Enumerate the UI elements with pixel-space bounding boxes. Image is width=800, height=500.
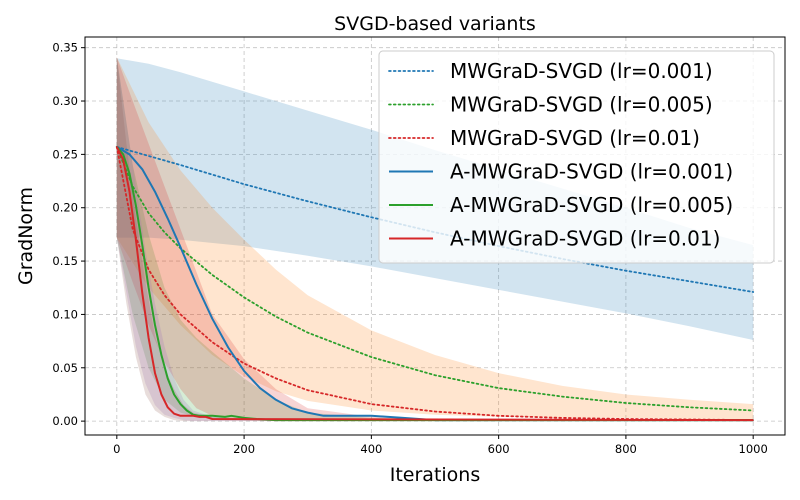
y-tick-label: 0.35 — [52, 41, 78, 55]
x-tick-label: 400 — [360, 442, 382, 456]
legend-label-1: MWGraD-SVGD (lr=0.005) — [450, 93, 713, 117]
series-line-2 — [115, 145, 755, 422]
y-tick-label: 0.25 — [52, 147, 78, 161]
y-tick-label: 0.20 — [52, 201, 78, 215]
y-axis-title: GradNorm — [15, 187, 37, 285]
series-line-3 — [116, 146, 754, 422]
x-tick-label: 600 — [488, 442, 510, 456]
band-red — [116, 57, 754, 422]
series-line-0 — [115, 145, 755, 293]
x-tick-label: 1000 — [739, 442, 768, 456]
legend-label-5: A-MWGraD-SVGD (lr=0.01) — [450, 227, 720, 251]
band-orange — [116, 57, 754, 420]
y-tick-label: 0.00 — [52, 414, 78, 428]
x-tick-label: 0 — [113, 442, 120, 456]
legend-label-4: A-MWGraD-SVGD (lr=0.005) — [450, 193, 733, 217]
legend: MWGraD-SVGD (lr=0.001) MWGraD-SVGD (lr=0.… — [378, 50, 775, 264]
x-tick-label: 200 — [233, 442, 255, 456]
x-tick-label: 800 — [615, 442, 637, 456]
series-line-5 — [115, 146, 754, 422]
band-green — [116, 57, 754, 422]
y-tick-label: 0.10 — [52, 307, 78, 321]
series-line-1 — [115, 145, 755, 412]
legend-label-2: MWGraD-SVGD (lr=0.01) — [450, 126, 700, 150]
axis-ticks: 0 200 400 600 800 1000 0.00 0.05 0.10 0.15 0.20 0.2… — [52, 41, 767, 456]
y-tick-label: 0.05 — [52, 361, 78, 375]
series-lines — [115, 145, 755, 422]
chart-title: SVGD-based variants — [334, 13, 536, 35]
legend-label-0: MWGraD-SVGD (lr=0.001) — [450, 59, 713, 83]
legend-box — [378, 50, 775, 264]
x-axis-title: Iterations — [390, 464, 481, 486]
plot-frame — [84, 36, 786, 436]
y-tick-label: 0.15 — [52, 254, 78, 268]
legend-label-3: A-MWGraD-SVGD (lr=0.001) — [450, 160, 733, 184]
series-line-4 — [116, 146, 754, 422]
y-tick-label: 0.30 — [52, 94, 78, 108]
